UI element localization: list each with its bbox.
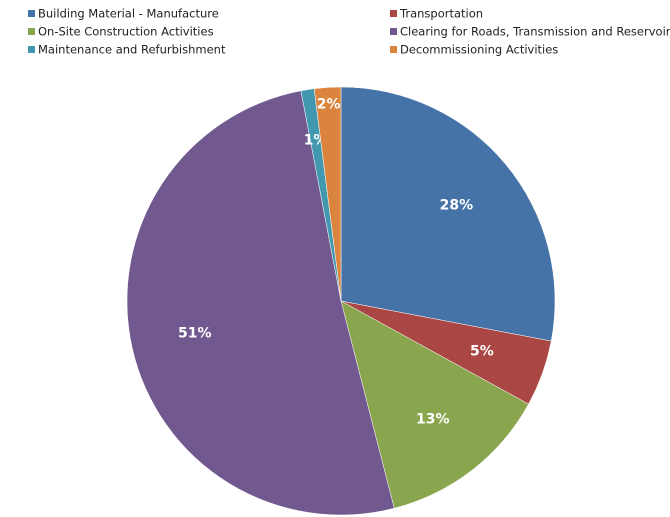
- data-label: 51%: [178, 326, 212, 342]
- pie-slice: [126, 90, 395, 516]
- legend-label: Building Material - Manufacture: [38, 7, 219, 21]
- legend-label: On-Site Construction Activities: [38, 25, 214, 39]
- legend-label: Transportation: [399, 7, 483, 21]
- data-label: 5%: [470, 344, 494, 360]
- pie-slice: [340, 300, 529, 509]
- legend-swatch: [390, 28, 397, 35]
- legend-swatch: [28, 10, 35, 17]
- data-label: 28%: [440, 198, 474, 214]
- legend-swatch: [390, 10, 397, 17]
- legend-label: Clearing for Roads, Transmission and Res…: [400, 25, 670, 39]
- legend-swatch: [390, 46, 397, 53]
- data-label: 2%: [317, 97, 341, 113]
- legend-label: Maintenance and Refurbishment: [38, 43, 226, 57]
- legend-label: Decommissioning Activities: [400, 43, 558, 57]
- pie-slice: [340, 86, 556, 342]
- data-label: 13%: [416, 411, 450, 427]
- legend-swatch: [28, 28, 35, 35]
- pie-slice: [313, 86, 342, 302]
- legend-swatch: [28, 46, 35, 53]
